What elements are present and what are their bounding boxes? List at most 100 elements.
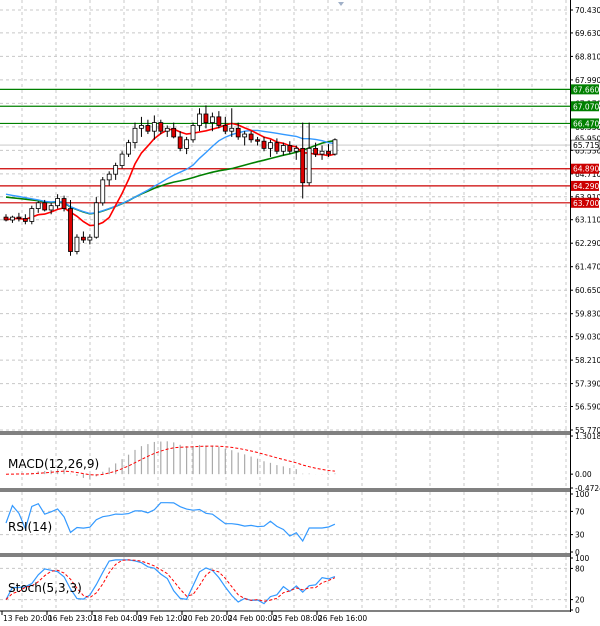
y-tick-label: 69.630	[575, 29, 600, 38]
rsi-tick-label: 0	[575, 548, 580, 557]
candle-body	[248, 133, 254, 141]
candle-body	[100, 179, 106, 204]
candle-body	[29, 208, 35, 222]
stoch-label: Stoch(5,3,3)	[8, 581, 82, 595]
candle-body	[190, 125, 196, 141]
macd-label: MACD(12,26,9)	[8, 457, 99, 471]
level-tag	[571, 101, 599, 112]
candle-body	[313, 147, 319, 155]
candle-body	[255, 139, 260, 142]
candle-body	[81, 236, 86, 241]
candle-body	[164, 127, 170, 132]
macd-signal-line	[5, 445, 335, 476]
candle-body	[326, 150, 331, 155]
price-label: 65.950	[575, 134, 600, 143]
y-tick-label: 65.530	[575, 146, 600, 155]
stoch-tick-label: 80	[575, 564, 585, 573]
candle-body	[242, 133, 248, 138]
candle-body	[300, 147, 306, 184]
candle-body	[280, 145, 286, 152]
candle-body	[48, 205, 54, 211]
candle-body	[106, 173, 112, 181]
macd-tick-label: -0.4724	[575, 484, 600, 493]
rsi-tick-label: 30	[575, 531, 585, 540]
level-tag	[571, 118, 599, 129]
candle-body	[74, 236, 80, 252]
candle-body	[10, 216, 15, 221]
candle-body	[287, 145, 293, 152]
y-tick-label: 68.810	[575, 52, 600, 61]
x-tick-label: 16 Feb 23:01	[48, 614, 97, 623]
candle-body	[306, 147, 312, 184]
level-tag	[571, 197, 599, 208]
candle-body	[274, 142, 280, 152]
candle-body	[119, 153, 125, 166]
candle-body	[145, 125, 151, 132]
candle-body	[261, 140, 267, 149]
y-tick-label: 63.110	[575, 216, 600, 225]
candle-body	[3, 216, 9, 221]
candle-body	[93, 202, 99, 238]
x-tick-label: 18 Feb 04:00	[93, 614, 142, 623]
y-tick-label: 67.990	[575, 76, 600, 85]
candle-body	[184, 139, 190, 149]
level-tag-label: 64.290	[573, 182, 599, 191]
y-tick-label: 64.710	[575, 170, 600, 179]
x-tick-label: 25 Feb 08:00	[273, 614, 322, 623]
candle-body	[222, 125, 228, 132]
scroll-marker-icon	[338, 2, 344, 6]
candle-body	[235, 127, 241, 138]
candle-body	[87, 236, 93, 241]
rsi-label: RSI(14)	[8, 520, 52, 534]
stoch-signal-line	[5, 559, 336, 602]
candle-body	[113, 165, 119, 175]
candle-body	[209, 116, 215, 123]
candle-body	[177, 136, 183, 149]
candle-body	[229, 127, 235, 132]
rsi-tick-label: 70	[575, 507, 585, 516]
moving-averages	[5, 122, 336, 227]
level-tag	[571, 84, 599, 95]
candle-body	[319, 150, 325, 155]
candle-body	[35, 202, 41, 209]
rsi-line	[5, 502, 336, 543]
candle-body	[158, 122, 164, 132]
stoch-tick-label: 100	[575, 554, 590, 563]
candle-body	[42, 202, 48, 211]
stoch-tick-label: 0	[575, 606, 580, 615]
y-tick-label: 57.390	[575, 380, 600, 389]
y-tick-label: 56.590	[575, 403, 600, 412]
candles-layer	[3, 105, 338, 256]
y-tick-label: 60.650	[575, 286, 600, 295]
y-tick-label: 62.290	[575, 239, 600, 248]
y-tick-label: 55.770	[575, 426, 600, 435]
level-tag-label: 64.890	[573, 165, 599, 174]
x-tick-label: 26 Feb 16:00	[318, 614, 367, 623]
levels-layer	[0, 88, 570, 204]
current-price-label: 65.715	[573, 141, 599, 150]
y-tick-label: 70.430	[575, 6, 600, 15]
ma-mid-line	[5, 129, 335, 215]
y-tick-label: 59.030	[575, 333, 600, 342]
candle-body	[22, 218, 28, 222]
panel-frames	[0, 0, 571, 612]
y-tick-label: 61.470	[575, 263, 600, 272]
candle-body	[268, 142, 273, 149]
level-tag-label: 63.700	[573, 199, 599, 208]
stoch-main-line	[5, 559, 336, 605]
candle-body	[171, 127, 177, 138]
level-tag-label: 66.470	[573, 119, 599, 128]
stoch-tick-label: 20	[575, 596, 585, 605]
candle-body	[68, 208, 73, 252]
candle-body	[55, 198, 60, 207]
x-tick-label: 19 Feb 12:00	[138, 614, 187, 623]
price-axis: 70.43069.63068.81067.99067.17066.35065.5…	[570, 6, 600, 435]
candle-body	[216, 116, 222, 126]
candle-body	[61, 198, 67, 209]
ma-fast-line	[5, 122, 336, 227]
candle-body	[293, 147, 299, 152]
